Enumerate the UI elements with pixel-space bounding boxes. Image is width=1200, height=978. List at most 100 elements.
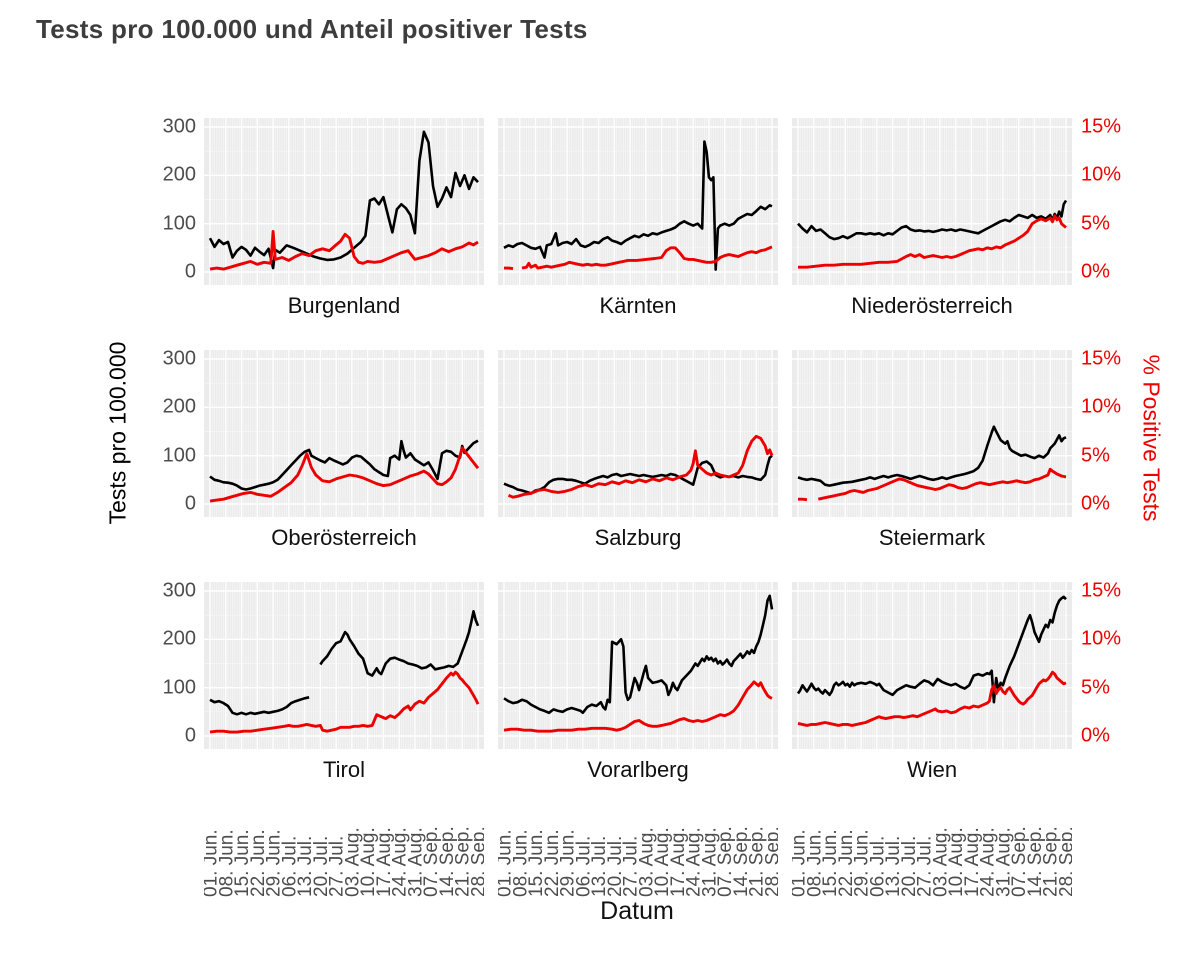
left-tick-label: 0 xyxy=(184,260,196,283)
panel-cell-Niederösterreich xyxy=(792,118,1072,285)
x-tick-label: 21. Sep. xyxy=(1041,826,1062,897)
gridline-minor xyxy=(792,118,1072,285)
x-axis-block: 01. Jun.08. Jun.15. Jun.22. Jun.29. Jun.… xyxy=(204,826,485,897)
positive-rate-line xyxy=(504,245,773,271)
facet-label-Kärnten: Kärnten xyxy=(599,293,677,318)
panel-Salzburg xyxy=(498,350,778,517)
positive-rate-line xyxy=(798,214,1067,269)
panel-Kärnten xyxy=(498,118,778,285)
x-tick-label: 22. Jun. xyxy=(248,829,269,897)
x-tick-label: 21. Sep. xyxy=(453,826,474,897)
x-tick-label: 28. Sep. xyxy=(763,826,779,897)
x-tick-label: 27. Jul. xyxy=(327,836,348,897)
x-tick-label: 29. Jun. xyxy=(264,829,285,897)
tests-line xyxy=(503,140,773,271)
right-tick-label: 5% xyxy=(1081,212,1110,235)
left-tick-label: 100 xyxy=(162,212,196,235)
x-tick-label: 03. Aug. xyxy=(636,827,657,897)
x-tick-label: 13. Jul. xyxy=(295,836,316,897)
x-tick-label: 14. Sep. xyxy=(1025,826,1046,897)
right-tick-label: 5% xyxy=(1081,444,1110,467)
facet-grid: Burgenland Kärnten Niederösterreich Oberöst… xyxy=(204,118,1072,789)
x-tick-label: 20. Jul. xyxy=(605,836,626,897)
left-tick-label: 200 xyxy=(162,163,196,186)
x-tick-label: 24. Aug. xyxy=(978,827,999,897)
facet-label-Salzburg: Salzburg xyxy=(594,525,682,550)
panel-Tirol xyxy=(204,582,484,749)
left-tick-label: 100 xyxy=(162,676,196,699)
facet-label-Steiermark: Steiermark xyxy=(878,525,986,550)
left-tick-label: 200 xyxy=(162,395,196,418)
positive-rate-line xyxy=(209,229,479,271)
x-tick-label: 10. Aug. xyxy=(652,827,673,897)
gridline-major xyxy=(792,350,1072,517)
x-tick-label: 10. Aug. xyxy=(946,827,967,897)
right-tick-label: 15% xyxy=(1081,347,1122,370)
panel-cell-Salzburg xyxy=(498,350,778,517)
x-tick-label: 03. Aug. xyxy=(342,827,363,897)
x-tick-label: 24. Aug. xyxy=(390,827,411,897)
x-tick-label: 01. Jun. xyxy=(204,829,222,897)
gridline-major xyxy=(498,350,778,517)
x-tick-label: 07. Sep. xyxy=(715,826,736,897)
gridline-minor xyxy=(498,118,778,285)
gridline-minor xyxy=(498,582,778,749)
x-tick-label: 28. Sep. xyxy=(1057,826,1073,897)
left-tick-label: 0 xyxy=(184,492,196,515)
x-tick-label: 27. Jul. xyxy=(621,836,642,897)
right-tick-label: 15% xyxy=(1081,115,1122,138)
left-tick-label: 200 xyxy=(162,627,196,650)
facet-label-Oberösterreich: Oberösterreich xyxy=(271,525,417,550)
x-axis-block: 01. Jun.08. Jun.15. Jun.22. Jun.29. Jun.… xyxy=(792,826,1073,897)
x-tick-label: 03. Aug. xyxy=(930,827,951,897)
positive-rate-line xyxy=(798,467,1067,502)
right-tick-label: 10% xyxy=(1081,395,1122,418)
x-tick-label: 22. Jun. xyxy=(836,829,857,897)
x-tick-label: 14. Sep. xyxy=(437,826,458,897)
x-tick-label: 24. Aug. xyxy=(684,827,705,897)
x-tick-label: 10. Aug. xyxy=(358,827,379,897)
x-tick-label: 07. Sep. xyxy=(1009,826,1030,897)
x-tick-label: 17. Aug. xyxy=(668,827,689,897)
x-tick-label: 13. Jul. xyxy=(883,836,904,897)
x-axis-title: Datum xyxy=(600,897,674,925)
x-tick-label: 20. Jul. xyxy=(899,836,920,897)
gridline-major xyxy=(204,118,484,285)
page-title: Tests pro 100.000 und Anteil positiver T… xyxy=(36,14,588,44)
facet-label-Burgenland: Burgenland xyxy=(287,293,401,318)
gridline-major xyxy=(792,582,1072,749)
x-tick-label: 31. Aug. xyxy=(993,827,1014,897)
tests-line xyxy=(797,425,1067,487)
facet-label-Tirol: Tirol xyxy=(323,757,365,782)
tests-line xyxy=(209,439,479,491)
positive-rate-line xyxy=(797,670,1067,727)
panel-cell-Oberösterreich xyxy=(204,350,484,517)
tests-line xyxy=(208,130,479,270)
panel-cell-Wien xyxy=(792,582,1072,749)
tests-line xyxy=(503,594,774,715)
x-tick-label: 14. Sep. xyxy=(731,826,752,897)
panel-Oberösterreich xyxy=(204,350,484,517)
right-tick-label: 10% xyxy=(1081,163,1122,186)
panel-cell-Steiermark xyxy=(792,350,1072,517)
x-tick-label: 07. Sep. xyxy=(421,826,442,897)
x-tick-label: 22. Jun. xyxy=(542,829,563,897)
left-tick-label: 300 xyxy=(162,579,196,602)
left-axis-title: Tests pro 100.000 xyxy=(104,341,131,525)
left-tick-label: 300 xyxy=(162,347,196,370)
x-tick-label: 08. Jun. xyxy=(510,829,531,897)
tests-line xyxy=(796,595,1067,704)
tests-line xyxy=(209,610,480,716)
right-tick-label: 0% xyxy=(1081,724,1110,747)
panel-cell-Vorarlberg xyxy=(498,582,778,749)
x-tick-label: 31. Aug. xyxy=(405,827,426,897)
facet-label-Vorarlberg: Vorarlberg xyxy=(587,757,689,782)
right-tick-label: 15% xyxy=(1081,579,1122,602)
panel-Niederösterreich xyxy=(792,118,1072,285)
positive-rate-line xyxy=(503,680,773,733)
gridline-minor xyxy=(204,118,484,285)
x-tick-label: 28. Sep. xyxy=(469,826,485,897)
panel-Burgenland xyxy=(204,118,484,285)
x-tick-label: 06. Jul. xyxy=(279,836,300,897)
x-tick-label: 08. Jun. xyxy=(804,829,825,897)
